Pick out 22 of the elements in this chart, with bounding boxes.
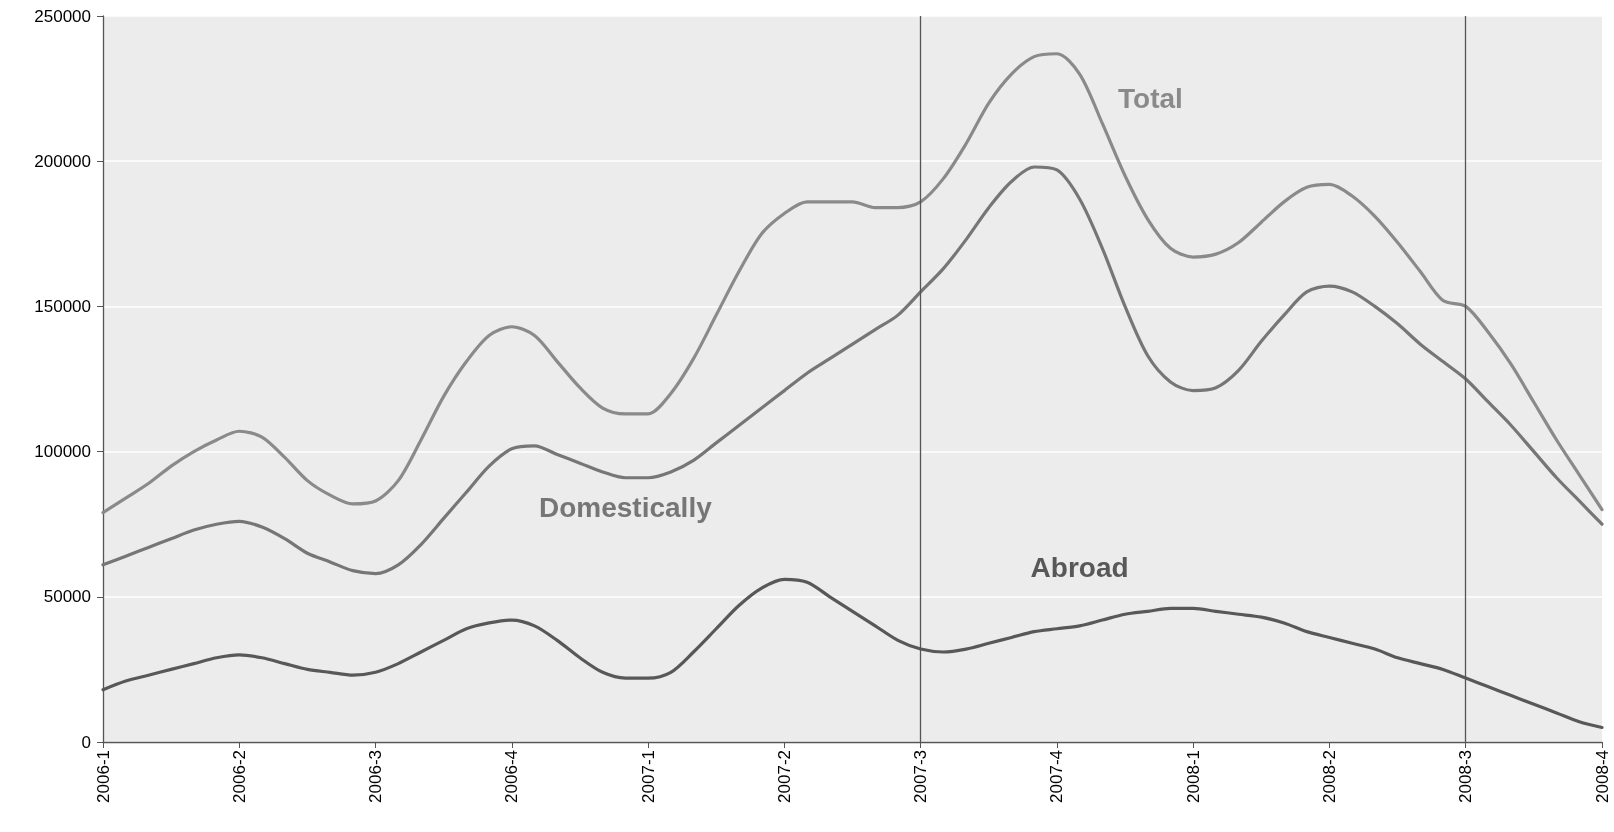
x-tick-label: 2008-4 (1592, 750, 1612, 803)
y-tick-label: 50000 (43, 587, 91, 607)
series-label: Total (1118, 82, 1183, 114)
x-tick-label: 2006-1 (93, 750, 113, 803)
y-tick-label: 0 (81, 732, 91, 752)
y-tick-label: 100000 (34, 442, 91, 462)
x-tick-label: 2007-3 (911, 750, 931, 803)
series-label: Domestically (539, 492, 713, 524)
x-tick-label: 2008-1 (1183, 750, 1203, 803)
x-tick-label: 2008-2 (1319, 750, 1339, 803)
y-tick-label: 200000 (34, 151, 91, 171)
y-tick-label: 150000 (34, 296, 91, 316)
x-tick-label: 2008-3 (1456, 750, 1476, 803)
x-tick-label: 2006-3 (366, 750, 386, 803)
x-tick-label: 2006-4 (502, 750, 522, 803)
x-tick-label: 2007-4 (1047, 750, 1067, 803)
x-tick-label: 2007-2 (774, 750, 794, 803)
y-tick-label: 250000 (34, 6, 91, 26)
x-tick-label: 2006-2 (229, 750, 249, 803)
line-series (101, 165, 1604, 576)
series-label: Abroad (1030, 552, 1129, 584)
x-tick-label: 2007-1 (638, 750, 658, 803)
